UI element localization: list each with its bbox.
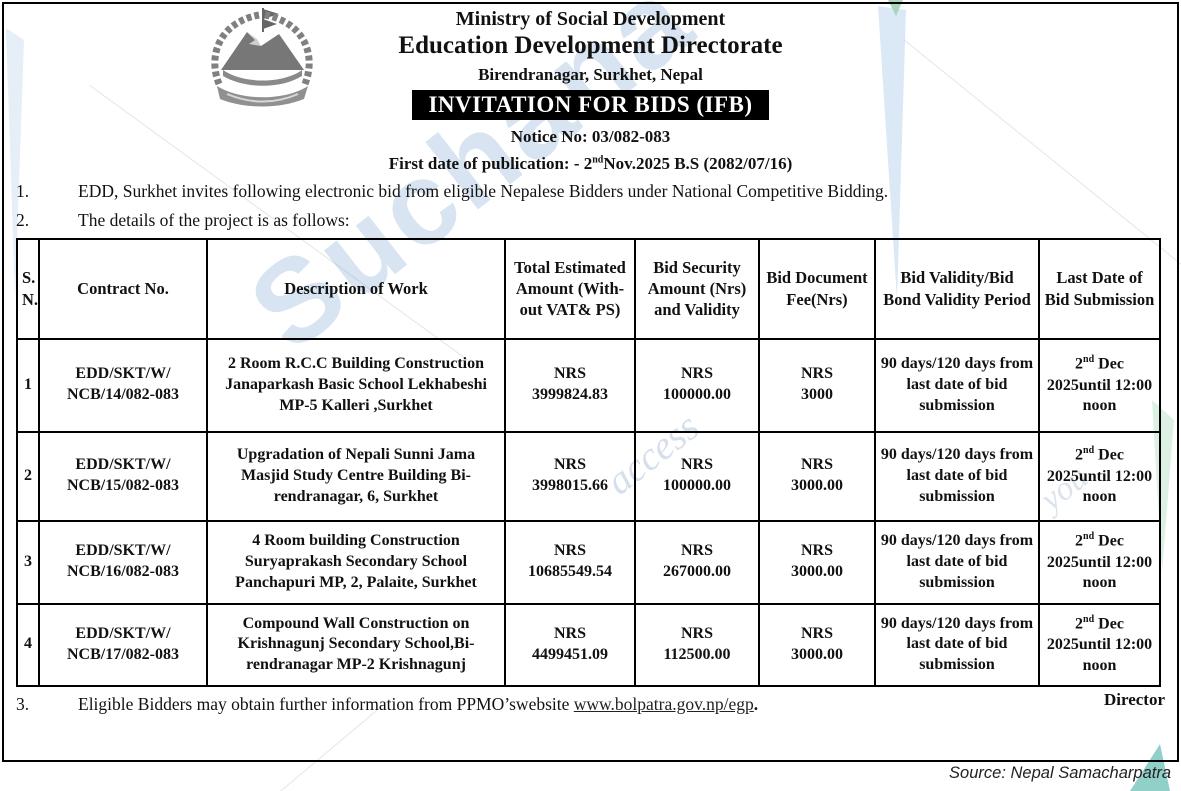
col-header-document-fee: Bid Document Fee(Nrs)	[758, 237, 876, 340]
clause-2: 2. The details of the project is as foll…	[0, 210, 1181, 232]
td-sn: 4	[16, 602, 40, 687]
clause-text: Eligible Bidders may obtain further info…	[78, 693, 759, 714]
td-sn: 1	[16, 337, 40, 433]
td-last-date: 2nd Dec 2025until 12:00 noon	[1038, 430, 1161, 522]
signature-title: Director	[1103, 689, 1165, 709]
clause-1: 1. EDD, Surkhet invites following electr…	[0, 181, 1181, 203]
td-description: 2 Room R.C.C Building Construction Janap…	[206, 337, 506, 433]
ordinal-suffix: nd	[592, 154, 604, 166]
table-row: 3 EDD/SKT/W/ NCB/16/082-083 4 Room build…	[16, 519, 1161, 605]
td-security: NRS 100000.00	[634, 337, 760, 433]
directorate-title: Education Development Directorate	[398, 32, 783, 59]
table-row: 2 EDD/SKT/W/ NCB/15/082-083 Upgradation …	[16, 430, 1161, 522]
clause-number: 3.	[16, 693, 30, 714]
table-row: 4 EDD/SKT/W/ NCB/17/082-083 Compound Wal…	[16, 602, 1161, 687]
source-credit: Source: Nepal Samacharpatra	[949, 764, 1171, 782]
col-header-description: Description of Work	[206, 237, 506, 340]
td-description: Compound Wall Construction on Krishnagun…	[206, 602, 506, 687]
table-header-row: S. N. Contract No. Description of Work T…	[16, 237, 1161, 340]
td-security: NRS 112500.00	[634, 602, 760, 687]
td-validity: 90 days/120 days from last date of bid s…	[874, 519, 1040, 605]
clause-text: The details of the project is as follows…	[78, 209, 350, 230]
td-validity: 90 days/120 days from last date of bid s…	[874, 337, 1040, 433]
td-fee: NRS 3000.00	[758, 519, 876, 605]
invitation-for-bids-banner: INVITATION FOR BIDS (IFB)	[412, 90, 769, 120]
td-security: NRS 100000.00	[634, 430, 760, 522]
ppmo-website-link[interactable]: www.bolpatra.gov.np/egp	[573, 693, 754, 714]
td-description: 4 Room building Construction Suryaprakas…	[206, 519, 506, 605]
col-header-bid-security: Bid Security Amount (Nrs) and Validity	[634, 237, 760, 340]
notice-number: Notice No: 03/082-083	[510, 127, 671, 146]
table-row: 1 EDD/SKT/W/ NCB/14/082-083 2 Room R.C.C…	[16, 337, 1161, 433]
td-description: Upgradation of Nepali Sunni Jama Masjid …	[206, 430, 506, 522]
col-header-contract: Contract No.	[38, 237, 208, 340]
document-header: Ministry of Social Development Education…	[0, 0, 1181, 174]
td-contract: EDD/SKT/W/ NCB/15/082-083	[38, 430, 208, 522]
ministry-title: Ministry of Social Development	[455, 8, 726, 30]
td-amount: NRS 3999824.83	[504, 337, 636, 433]
td-fee: NRS 3000.00	[758, 430, 876, 522]
td-last-date: 2nd Dec 2025until 12:00 noon	[1038, 337, 1161, 433]
td-contract: EDD/SKT/W/ NCB/16/082-083	[38, 519, 208, 605]
td-validity: 90 days/120 days from last date of bid s…	[874, 430, 1040, 522]
td-amount: NRS 3998015.66	[504, 430, 636, 522]
td-amount: NRS 10685549.54	[504, 519, 636, 605]
td-validity: 90 days/120 days from last date of bid s…	[874, 602, 1040, 687]
document-border	[2, 2, 1179, 762]
location-line: Birendranagar, Surkhet, Nepal	[478, 65, 703, 84]
clause-number: 1.	[16, 181, 30, 201]
col-header-bid-validity: Bid Validity/Bid Bond Validity Period	[874, 237, 1040, 340]
clause-text: EDD, Surkhet invites following electroni…	[78, 181, 889, 201]
td-contract: EDD/SKT/W/ NCB/14/082-083	[38, 337, 208, 433]
td-security: NRS 267000.00	[634, 519, 760, 605]
nepal-government-emblem-logo	[211, 8, 313, 107]
bids-table: S. N. Contract No. Description of Work T…	[16, 237, 1161, 687]
td-fee: NRS 3000.00	[758, 602, 876, 687]
clause-number: 2.	[16, 209, 30, 230]
td-fee: NRS 3000	[758, 337, 876, 433]
td-contract: EDD/SKT/W/ NCB/17/082-083	[38, 602, 208, 687]
td-last-date: 2nd Dec 2025until 12:00 noon	[1038, 602, 1161, 687]
publication-date-line: First date of publication: - 2ndNov.2025…	[388, 154, 793, 173]
clause-3: 3. Eligible Bidders may obtain further i…	[0, 694, 1181, 716]
col-header-sn: S. N.	[16, 237, 40, 340]
col-header-estimated-amount: Total Estimated Amount (With- out VAT& P…	[504, 237, 636, 340]
td-last-date: 2nd Dec 2025until 12:00 noon	[1038, 519, 1161, 605]
td-amount: NRS 4499451.09	[504, 602, 636, 687]
td-sn: 2	[16, 430, 40, 522]
col-header-last-date: Last Date of Bid Submission	[1038, 237, 1161, 340]
td-sn: 3	[16, 519, 40, 605]
